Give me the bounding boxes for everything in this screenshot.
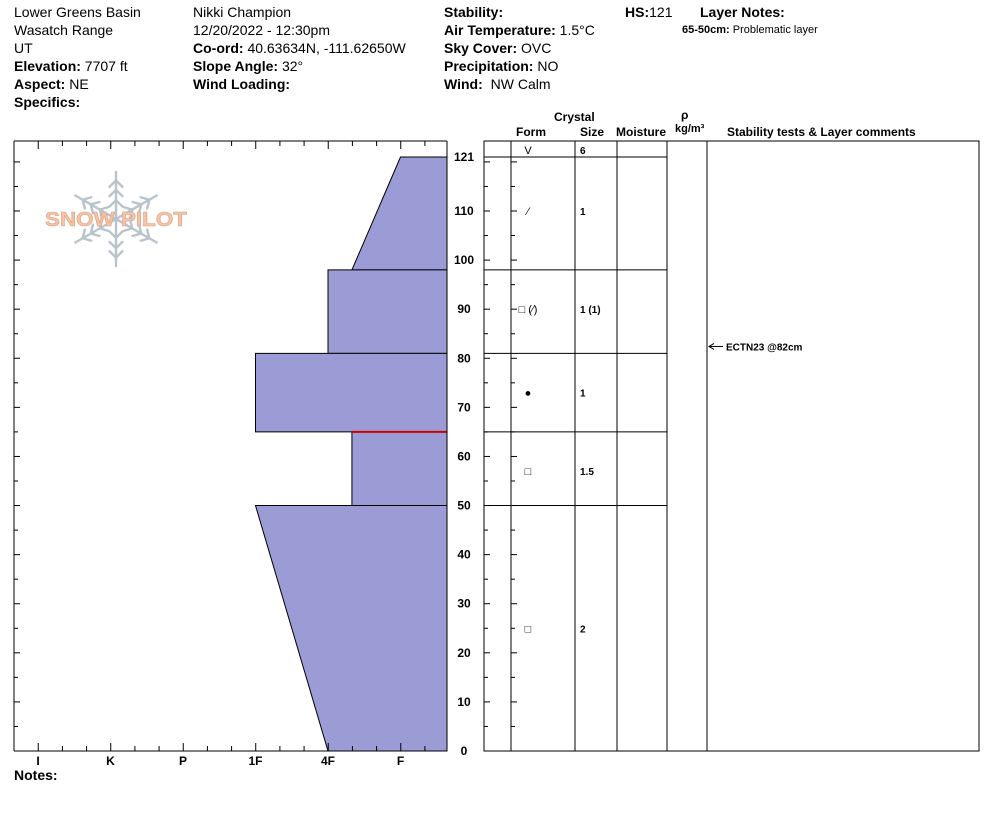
layer-note-range: 65-50cm:: [682, 24, 730, 36]
crystal-header: Crystal: [554, 110, 595, 124]
aspect-label: Aspect:: [14, 76, 66, 92]
depth-tick-label: 30: [457, 597, 471, 611]
wind-value: NW Calm: [490, 76, 551, 92]
grain-size: 2: [580, 624, 586, 635]
depth-tick-label: 80: [457, 351, 471, 365]
hardness-layer-1: [351, 156, 448, 271]
depth-tick-label: 0: [461, 744, 468, 758]
moisture-header: Moisture: [616, 125, 667, 139]
rho-header: ρ: [681, 108, 689, 122]
stability-label: Stability:: [444, 4, 504, 20]
elevation: Elevation: 7707 ft: [14, 57, 128, 75]
elevation-value: 7707 ft: [84, 58, 128, 74]
air-temperature: Air Temperature: 1.5°C: [444, 21, 595, 39]
wind: Wind: NW Calm: [444, 75, 551, 93]
depth-axis: 0 10 20 30 40 50 60 70 80 90 100 110 121: [454, 150, 474, 758]
grain-size: 1: [580, 389, 586, 400]
grain-form: ⁄: [524, 206, 531, 218]
depth-tick-label: 60: [457, 449, 471, 463]
precipitation: Precipitation: NO: [444, 57, 558, 75]
depth-tick-label: 110: [454, 204, 474, 218]
slope-angle-label: Slope Angle:: [193, 58, 279, 74]
depth-tick-label: 50: [457, 499, 471, 513]
aspect-value: NE: [69, 76, 89, 92]
snowflake-icon: [74, 170, 158, 268]
depth-tick-label: 100: [454, 253, 474, 267]
grain-size: 6: [580, 146, 586, 157]
state: UT: [14, 40, 33, 56]
location-name: Lower Greens Basin: [14, 4, 141, 20]
depth-tick-label: 10: [457, 695, 471, 709]
hardness-layer-5: [254, 505, 448, 752]
aspect: Aspect: NE: [14, 75, 89, 93]
sky-cover: Sky Cover: OVC: [444, 39, 551, 57]
layer-note-text: Problematic layer: [732, 24, 818, 36]
stability-test-label: ECTN23 @82cm: [726, 342, 803, 353]
hardness-axes: I K P 1F 4F F: [13, 140, 448, 768]
grain-form: V: [524, 145, 532, 157]
hs-value: 121: [649, 4, 673, 20]
coordinates-value: 40.63634N, -111.62650W: [247, 40, 406, 56]
layer-notes-title: Layer Notes:: [700, 4, 785, 20]
air-temperature-value: 1.5°C: [559, 22, 595, 38]
size-header: Size: [580, 125, 605, 139]
density-unit-header: kg/m³: [675, 123, 705, 135]
table-frame: [483, 140, 980, 752]
hardness-label-F: F: [397, 754, 404, 768]
grain-size: 1 (1): [580, 305, 601, 316]
wind-loading-label: Wind Loading:: [193, 76, 291, 92]
grain-form: □: [525, 466, 532, 478]
air-temperature-label: Air Temperature:: [444, 22, 556, 38]
hardness-profile: [254, 156, 448, 752]
stability-test-arrow-head: [708, 343, 715, 350]
logo-text: SNOW PILOT: [45, 209, 187, 231]
grain-form: ●: [525, 388, 532, 400]
coordinates: Co-ord: 40.63634N, -111.62650W: [193, 39, 406, 57]
hardness-layer-4: [351, 431, 448, 507]
sky-cover-value: OVC: [521, 40, 552, 56]
slope-angle-value: 32°: [281, 58, 304, 74]
hardness-label-4F: 4F: [321, 754, 335, 768]
mountain-range: Wasatch Range: [14, 22, 114, 38]
grain-form: □ (⁄): [519, 304, 538, 316]
hardness-label-P: P: [179, 754, 187, 768]
slope-angle: Slope Angle: 32°: [193, 57, 303, 75]
depth-tick-label: 90: [457, 302, 471, 316]
depth-tick-label: 70: [457, 400, 471, 414]
depth-tick-label: 121: [454, 150, 474, 164]
snowpilot-logo: SNOW PILOT: [45, 170, 187, 268]
observation-datetime: 12/20/2022 - 12:30pm: [193, 22, 330, 38]
elevation-label: Elevation:: [14, 58, 81, 74]
coordinates-label: Co-ord:: [193, 40, 244, 56]
hardness-label-1F: 1F: [248, 754, 262, 768]
hs: HS:121: [625, 3, 672, 21]
hardness-layer-2: [327, 269, 448, 354]
comments-header: Stability tests & Layer comments: [727, 125, 916, 139]
form-header: Form: [516, 125, 546, 139]
layer-note: 65-50cm: Problematic layer: [682, 23, 818, 37]
hardness-layer-3: [255, 352, 448, 433]
notes-label: Notes:: [14, 767, 58, 783]
precipitation-label: Precipitation:: [444, 58, 534, 74]
depth-tick-label: 40: [457, 548, 471, 562]
grain-size: 1: [580, 207, 586, 218]
grain-form: □: [525, 623, 532, 635]
hs-label: HS:: [625, 4, 650, 20]
specifics-label: Specifics:: [14, 94, 81, 110]
grain-table: V 6 ⁄ 1 □ (⁄) 1 (1) ● 1 □ 1.5 □ 2 ECTN23 @82cm: [483, 140, 980, 752]
sky-cover-label: Sky Cover:: [444, 40, 518, 56]
grain-size: 1.5: [580, 467, 594, 478]
hardness-label-I: I: [36, 754, 39, 768]
precipitation-value: NO: [537, 58, 559, 74]
hardness-label-K: K: [106, 754, 115, 768]
observer-name: Nikki Champion: [193, 4, 292, 20]
wind-label: Wind:: [444, 76, 483, 92]
depth-tick-label: 20: [457, 646, 471, 660]
